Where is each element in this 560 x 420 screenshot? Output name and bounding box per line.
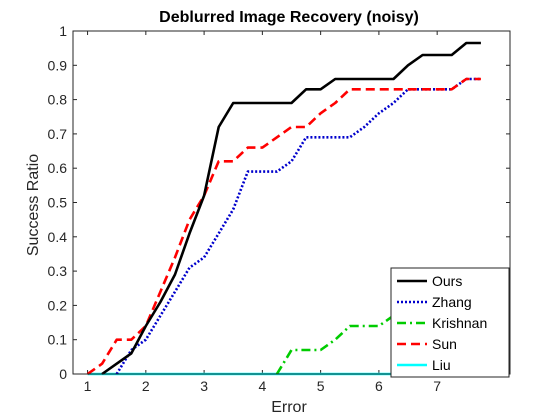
x-tick-label: 7 [433,378,441,394]
series-line-ours [101,41,481,376]
y-tick-label: 0.1 [48,332,68,348]
series-line-krishnan [275,314,395,375]
x-tick-label: 2 [142,378,150,394]
axes-box [72,30,511,375]
y-tick-label: 0.8 [48,92,68,108]
y-tick-label: 0.5 [48,195,68,211]
legend-label-sun: Sun [432,336,457,352]
legend-label-ours: Ours [432,273,462,289]
chart-title: Deblurred Image Recovery (noisy) [159,9,419,26]
y-tick-label: 0.4 [48,229,68,245]
y-tick-label: 0.9 [48,57,68,73]
legend-label-krishnan: Krishnan [432,315,487,331]
y-tick-label: 0.7 [48,126,68,142]
y-axis-label: Success Ratio [25,154,42,256]
x-axis-label: Error [271,399,307,416]
x-tick-label: 6 [375,378,383,394]
x-tick-label: 4 [258,378,266,394]
y-tick-label: 0 [59,366,67,382]
x-tick-label: 5 [317,378,325,394]
legend-label-liu: Liu [432,357,451,373]
y-tick-label: 0.3 [48,263,68,279]
series-line-zhang [115,77,481,375]
y-tick-label: 0.2 [48,297,68,313]
legend: Ours Zhang Krishnan Sun Liu [390,267,510,378]
y-tick-label: 0.6 [48,160,68,176]
x-tick-label: 3 [200,378,208,394]
axes-frame [72,30,511,375]
series-line-sun [86,77,481,376]
x-tick-label: 1 [84,378,92,394]
y-tick-label: 1 [59,23,67,39]
legend-label-zhang: Zhang [432,294,472,310]
